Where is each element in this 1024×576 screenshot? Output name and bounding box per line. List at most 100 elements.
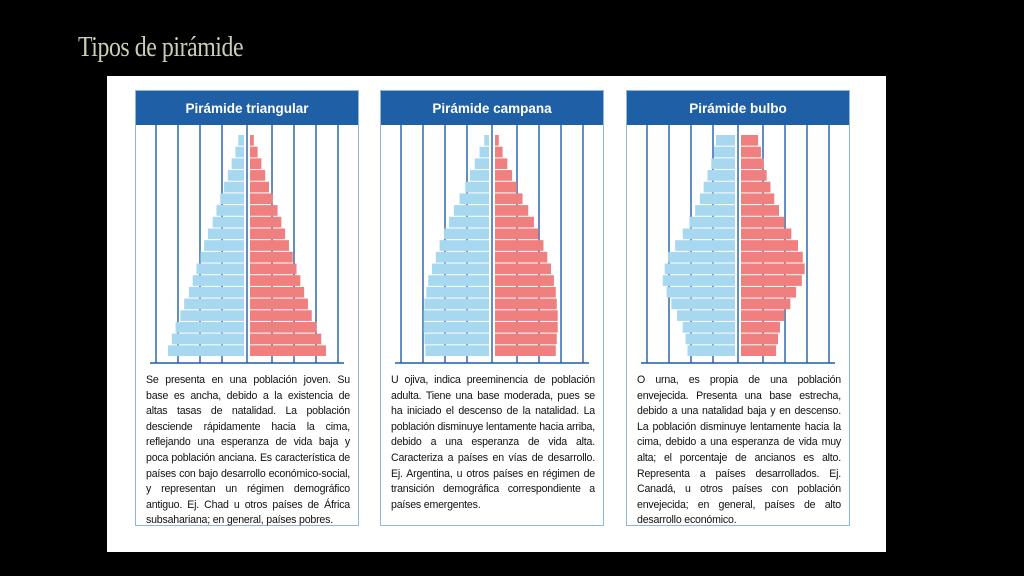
female-bar (741, 228, 792, 240)
pyramid-chart-triangular (150, 125, 344, 364)
panel-triangular: Pirámide triangular Se presenta en una p… (135, 90, 359, 526)
female-bar (495, 263, 552, 275)
male-bar (677, 310, 735, 321)
male-bar (682, 321, 735, 333)
male-bar (682, 228, 735, 240)
panel-description: U ojiva, indica preeminencia de població… (391, 374, 595, 511)
female-bar (495, 275, 554, 286)
male-bar (703, 181, 735, 193)
male-bar (465, 181, 489, 193)
male-bar (479, 146, 489, 158)
male-bar (424, 333, 489, 345)
pyramid-chart-campana (395, 125, 589, 364)
panel-bulbo: Pirámide bulbo O urna, es propia de una … (626, 90, 850, 526)
female-bar (250, 263, 297, 275)
male-bar (695, 205, 735, 216)
panel-title: Pirámide campana (381, 91, 603, 125)
female-bar (250, 345, 326, 356)
female-bar (250, 158, 262, 170)
female-bar (741, 321, 780, 333)
female-bar (495, 321, 558, 333)
female-bar (250, 228, 286, 240)
female-bar (495, 205, 529, 216)
male-bar (666, 286, 735, 298)
male-bar (449, 216, 489, 228)
female-bar (250, 275, 301, 286)
female-bar (495, 228, 539, 240)
female-bar (250, 333, 322, 345)
male-bar (196, 263, 244, 275)
male-bar (474, 158, 489, 170)
female-bar (741, 205, 779, 216)
male-bar (671, 298, 735, 310)
female-bar (741, 263, 805, 275)
male-bar (685, 333, 735, 345)
male-bar (470, 170, 489, 181)
male-bar (188, 286, 244, 298)
female-bar (741, 181, 771, 193)
male-bar (171, 333, 244, 345)
female-bar (741, 216, 785, 228)
panel-title: Pirámide bulbo (627, 91, 849, 125)
female-bar (250, 251, 293, 263)
male-bar (207, 228, 244, 240)
male-bar (224, 181, 244, 193)
female-bar (741, 135, 759, 146)
female-bar (741, 310, 785, 321)
female-bar (495, 333, 557, 345)
male-bar (435, 251, 489, 263)
female-bar (250, 216, 282, 228)
female-bar (495, 158, 508, 170)
female-bar (495, 193, 523, 205)
male-bar (423, 321, 489, 333)
male-bar (699, 193, 735, 205)
male-bar (675, 240, 735, 251)
male-bar (216, 205, 244, 216)
male-bar (668, 251, 735, 263)
male-bar (423, 310, 489, 321)
female-bar (741, 146, 761, 158)
male-bar (484, 135, 489, 146)
male-bar (238, 135, 244, 146)
slide-title: Tipos de pirámide (78, 32, 244, 63)
male-bar (200, 251, 244, 263)
panel-title: Pirámide triangular (136, 91, 358, 125)
female-bar (250, 181, 269, 193)
pyramid-chart-bulbo (641, 125, 835, 364)
female-bar (495, 298, 557, 310)
female-bar (495, 170, 513, 181)
female-bar (495, 286, 556, 298)
panel-campana: Pirámide campana U ojiva, indica preemin… (380, 90, 604, 526)
male-bar (439, 240, 489, 251)
female-bar (250, 135, 254, 146)
female-bar (741, 275, 802, 286)
male-bar (235, 146, 244, 158)
female-bar (495, 146, 503, 158)
female-bar (250, 321, 317, 333)
female-bar (495, 240, 544, 251)
male-bar (459, 193, 489, 205)
female-bar (741, 193, 775, 205)
female-bar (250, 298, 308, 310)
male-bar (428, 275, 489, 286)
male-bar (714, 146, 735, 158)
male-bar (231, 158, 244, 170)
male-bar (204, 240, 244, 251)
female-bar (741, 251, 803, 263)
male-bar (664, 263, 735, 275)
male-bar (180, 310, 244, 321)
male-bar (192, 275, 244, 286)
female-bar (250, 205, 278, 216)
female-bar (495, 181, 517, 193)
panel-description: O urna, es propia de una población envej… (637, 374, 841, 527)
female-bar (741, 298, 791, 310)
female-bar (495, 345, 556, 356)
female-bar (495, 310, 558, 321)
male-bar (426, 286, 489, 298)
male-bar (707, 170, 735, 181)
female-bar (250, 146, 258, 158)
male-bar (227, 170, 244, 181)
female-bar (250, 240, 289, 251)
male-bar (175, 321, 244, 333)
pyramid-types-figure: Pirámide triangular Se presenta en una p… (107, 76, 886, 552)
